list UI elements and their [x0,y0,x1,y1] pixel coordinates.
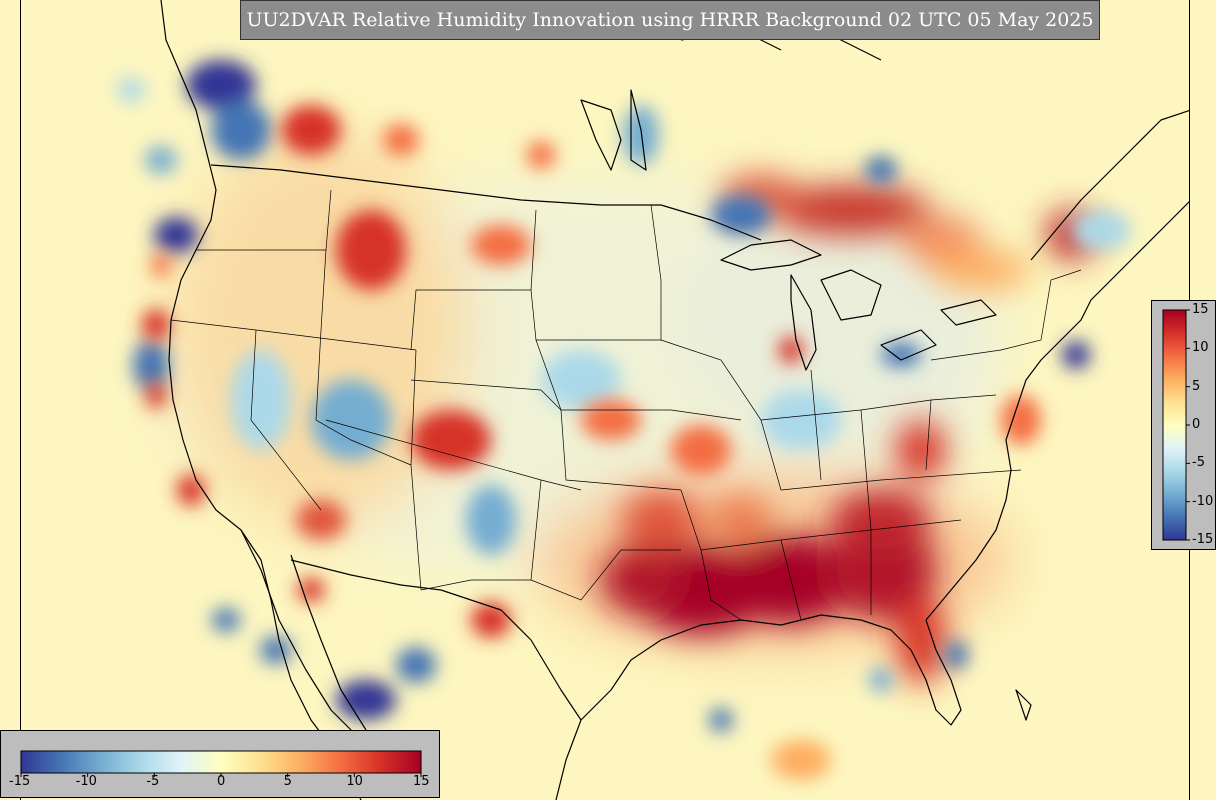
state-boundary-lines [170,189,1082,621]
innovation-field [117,60,1131,780]
colorbar-horizontal-tick-label: 15 [413,774,430,789]
colorbar-vertical-tick-label: -15 [1192,532,1214,547]
colorbar-horizontal-tick-label: 10 [346,774,363,789]
rh-innovation-map [21,0,1189,800]
colorbar-vertical: 15 10 5 0 -5 -10 -15 [1151,300,1216,550]
colorbar-vertical-tick-label: 15 [1192,302,1209,317]
colorbar-horizontal-tick-label: 5 [283,774,292,789]
colorbar-vertical-gradient [1162,309,1190,541]
colorbar-horizontal-tick-label: -5 [146,774,160,789]
colorbar-vertical-tick-label: 10 [1192,340,1209,356]
colorbar-horizontal-tick-label: 0 [217,774,226,789]
colorbar-horizontal: -15 -10 -5 0 5 10 15 [0,730,440,798]
colorbar-vertical-tick-label: -10 [1192,493,1214,509]
colorbar-vertical-tick-label: -5 [1192,455,1205,471]
colorbar-horizontal-tick-label: -15 [9,774,31,789]
map-title: UU2DVAR Relative Humidity Innovation usi… [240,0,1100,40]
colorbar-horizontal-tick-label: -10 [75,774,97,789]
colorbar-vertical-tick-label: 5 [1192,378,1201,394]
colorbar-vertical-tick-label: 0 [1192,417,1201,432]
colorbar-horizontal-gradient [20,750,422,777]
map-frame [20,0,1190,800]
